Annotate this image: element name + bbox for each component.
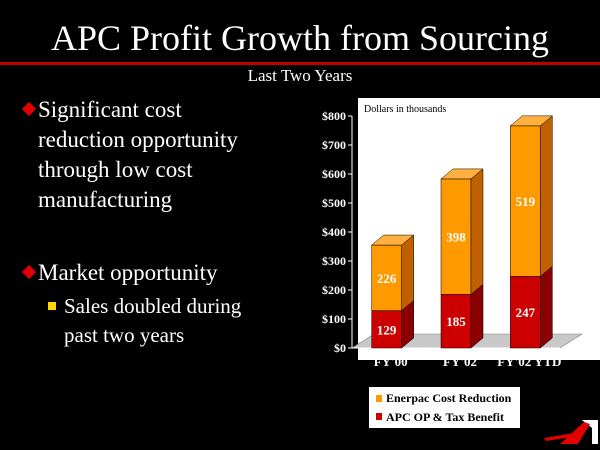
bar-segment-front xyxy=(510,276,541,349)
y-tick-label: $800 xyxy=(322,109,346,123)
bullet-2: Market opportunity xyxy=(38,258,218,288)
legend-label-enerpac: Enerpac Cost Reduction xyxy=(386,391,512,405)
y-tick-label: $0 xyxy=(334,341,346,355)
bar-segment-front xyxy=(440,178,472,295)
legend-label-apc: APC OP & Tax Benefit xyxy=(386,410,504,424)
bar-top-face xyxy=(370,234,415,246)
bar-segment-side xyxy=(470,283,484,349)
slide-subtitle: Last Two Years xyxy=(247,66,353,85)
bullet-1-line-3: through low cost xyxy=(38,157,193,182)
bar-data-label: 519 xyxy=(516,194,536,209)
bar-data-label: 247 xyxy=(516,305,536,320)
bullet-1-line-1: Significant cost xyxy=(38,97,182,122)
bar-top-face xyxy=(440,168,484,180)
y-tick-label: $600 xyxy=(322,167,346,181)
x-category-label: FY'02 YTD xyxy=(497,354,561,369)
bullet-2-line-1: Market opportunity xyxy=(38,260,218,285)
bar-data-label: 185 xyxy=(446,314,466,329)
legend-swatch-enerpac xyxy=(376,395,382,402)
legend-swatch-apc xyxy=(376,413,382,420)
y-tick-label: $300 xyxy=(322,254,346,268)
y-tick-label: $400 xyxy=(322,225,346,239)
bar-data-label: 226 xyxy=(377,271,397,286)
y-tick-label: $200 xyxy=(322,283,346,297)
sub-bullet-square-icon xyxy=(48,302,56,310)
bullet-1-line-2: reduction opportunity xyxy=(38,127,238,152)
chart-annotation: Dollars in thousands xyxy=(364,104,446,115)
bar-segment-side xyxy=(470,168,484,295)
bar-segment-front xyxy=(371,244,402,311)
y-tick-label: $100 xyxy=(322,312,346,326)
y-tick-label: $700 xyxy=(322,138,346,152)
y-tick-label: $500 xyxy=(322,196,346,210)
apc-logo-icon xyxy=(544,420,598,444)
sub-bullet-1-line-2: past two years xyxy=(64,323,185,347)
bar-segment-front xyxy=(510,125,541,277)
sub-bullet-1-line-1: Sales doubled during xyxy=(64,294,242,318)
bar-segment-side xyxy=(540,265,553,349)
bullet-1-line-4: manufacturing xyxy=(38,187,173,212)
x-category-label: FY'02 xyxy=(443,354,477,369)
bar-segment-side xyxy=(401,234,414,312)
bar-data-label: 398 xyxy=(446,230,466,245)
x-category-label: FY'00 xyxy=(374,354,408,369)
sub-bullet-1: Sales doubled during past two years xyxy=(64,292,241,350)
legend-box xyxy=(369,387,520,428)
bar-data-label: 129 xyxy=(377,322,397,337)
bullet-1: Significant cost reduction opportunity t… xyxy=(38,95,238,215)
bar-segment-front xyxy=(440,294,472,349)
bar-segment-side xyxy=(540,115,553,277)
title-divider xyxy=(0,62,600,65)
slide-title: APC Profit Growth from Sourcing xyxy=(51,18,549,58)
bar-top-face xyxy=(509,115,554,127)
